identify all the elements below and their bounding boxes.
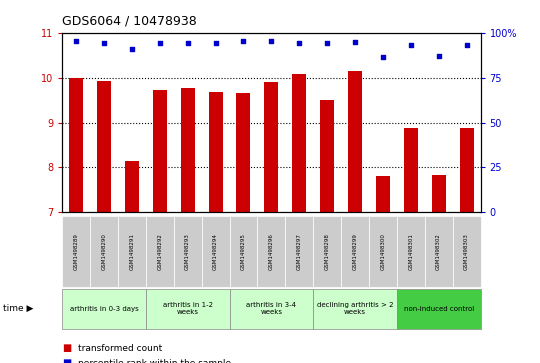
Point	[295, 40, 303, 45]
Text: non-induced control: non-induced control	[403, 306, 474, 311]
Text: GSM1498299: GSM1498299	[353, 233, 357, 270]
Bar	[320, 100, 334, 212]
Point	[127, 46, 136, 52]
Text: GSM1498291: GSM1498291	[130, 233, 134, 270]
Text: GSM1498301: GSM1498301	[408, 233, 413, 270]
Point	[72, 38, 80, 44]
Bar	[376, 176, 390, 212]
Text: GSM1498298: GSM1498298	[325, 233, 329, 270]
Bar	[208, 93, 222, 212]
Point	[99, 40, 108, 45]
Bar	[432, 175, 445, 212]
Text: GSM1498302: GSM1498302	[436, 233, 441, 270]
Bar	[404, 129, 418, 212]
Bar	[292, 74, 306, 212]
Text: GSM1498293: GSM1498293	[185, 233, 190, 270]
Point	[407, 42, 415, 48]
Bar	[265, 82, 278, 212]
Bar	[69, 78, 83, 212]
Text: GSM1498300: GSM1498300	[381, 233, 386, 270]
Text: declining arthritis > 2
weeks: declining arthritis > 2 weeks	[317, 302, 393, 315]
Bar	[153, 90, 167, 212]
Text: GSM1498294: GSM1498294	[213, 233, 218, 270]
Point	[462, 42, 471, 48]
Text: GSM1498290: GSM1498290	[102, 233, 106, 270]
Point	[434, 54, 443, 60]
Point	[267, 38, 275, 44]
Point	[379, 54, 387, 60]
Text: GSM1498289: GSM1498289	[73, 233, 78, 270]
Text: GSM1498303: GSM1498303	[464, 233, 469, 270]
Text: GSM1498297: GSM1498297	[297, 233, 302, 270]
Text: GDS6064 / 10478938: GDS6064 / 10478938	[62, 15, 197, 28]
Point	[323, 40, 332, 45]
Text: GSM1498296: GSM1498296	[269, 233, 274, 270]
Bar	[97, 81, 111, 212]
Text: arthritis in 0-3 days: arthritis in 0-3 days	[70, 306, 138, 311]
Point	[351, 39, 360, 45]
Text: GSM1498295: GSM1498295	[241, 233, 246, 270]
Text: GSM1498292: GSM1498292	[157, 233, 162, 270]
Bar	[125, 161, 139, 212]
Text: arthritis in 3-4
weeks: arthritis in 3-4 weeks	[246, 302, 296, 315]
Text: arthritis in 1-2
weeks: arthritis in 1-2 weeks	[163, 302, 213, 315]
Bar	[460, 128, 474, 212]
Bar	[181, 88, 194, 212]
Point	[211, 40, 220, 45]
Text: transformed count: transformed count	[78, 344, 163, 353]
Bar	[237, 93, 251, 212]
Point	[156, 40, 164, 45]
Bar	[348, 71, 362, 212]
Text: time ▶: time ▶	[3, 304, 33, 313]
Text: ■: ■	[62, 343, 71, 354]
Text: ■: ■	[62, 358, 71, 363]
Text: percentile rank within the sample: percentile rank within the sample	[78, 359, 232, 363]
Point	[183, 40, 192, 45]
Point	[239, 38, 248, 44]
